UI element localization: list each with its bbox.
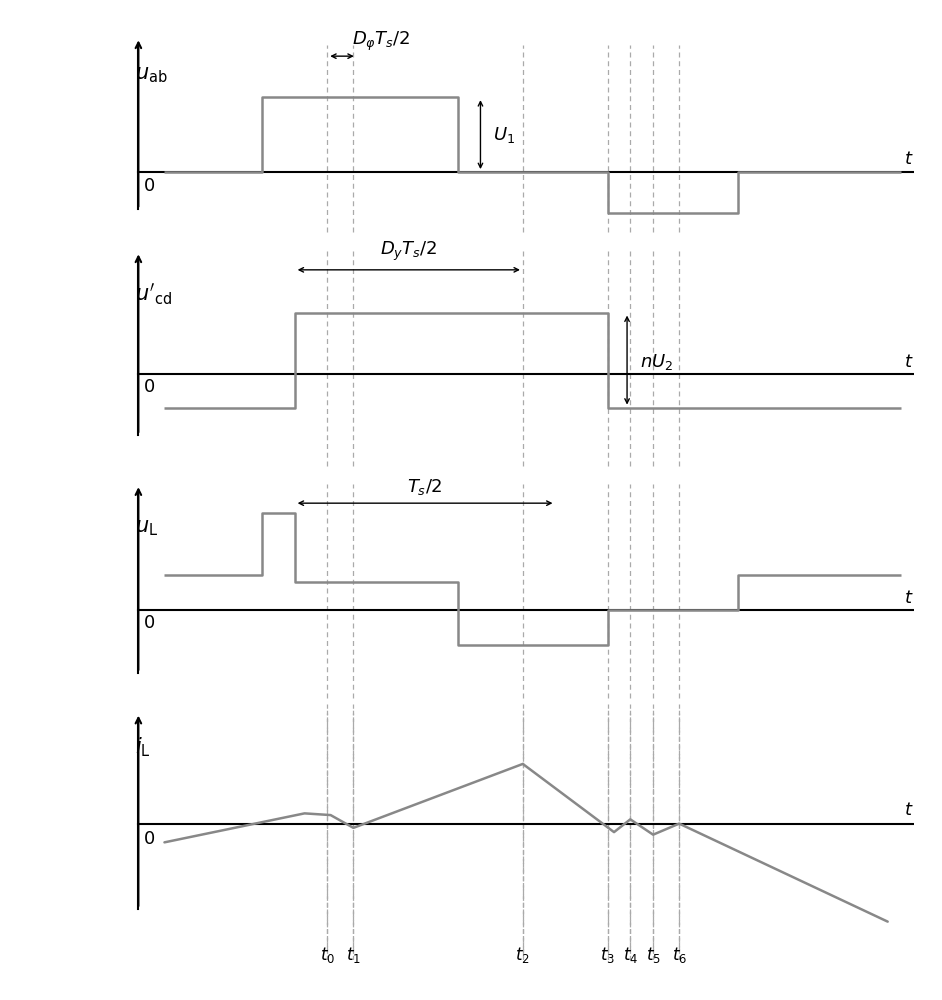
Text: $t_6$: $t_6$ <box>672 945 687 965</box>
Text: $i_{\rm L}$: $i_{\rm L}$ <box>135 735 151 759</box>
Text: $0$: $0$ <box>142 378 154 396</box>
Text: $0$: $0$ <box>142 830 154 848</box>
Text: $t$: $t$ <box>904 589 914 607</box>
Text: $t_2$: $t_2$ <box>515 945 530 965</box>
Text: $t_0$: $t_0$ <box>319 945 335 965</box>
Text: $nU_2$: $nU_2$ <box>641 352 674 372</box>
Text: $t_5$: $t_5$ <box>645 945 660 965</box>
Text: $t_4$: $t_4$ <box>623 945 638 965</box>
Text: $t$: $t$ <box>904 801 914 819</box>
Text: $u_{\rm ab}$: $u_{\rm ab}$ <box>135 65 168 85</box>
Text: $D_\varphi T_s/2$: $D_\varphi T_s/2$ <box>352 30 410 53</box>
Text: $t_3$: $t_3$ <box>600 945 615 965</box>
Text: $D_y T_s/2$: $D_y T_s/2$ <box>381 240 437 263</box>
Text: $0$: $0$ <box>142 614 154 632</box>
Text: $T_s/2$: $T_s/2$ <box>408 477 443 497</box>
Text: $0$: $0$ <box>142 177 154 195</box>
Text: $U_1$: $U_1$ <box>494 125 515 145</box>
Text: $t_1$: $t_1$ <box>346 945 361 965</box>
Text: $t$: $t$ <box>904 150 914 168</box>
Text: $u'_{\rm cd}$: $u'_{\rm cd}$ <box>135 282 172 307</box>
Text: $u_{\rm L}$: $u_{\rm L}$ <box>135 519 158 538</box>
Text: $t$: $t$ <box>904 353 914 371</box>
